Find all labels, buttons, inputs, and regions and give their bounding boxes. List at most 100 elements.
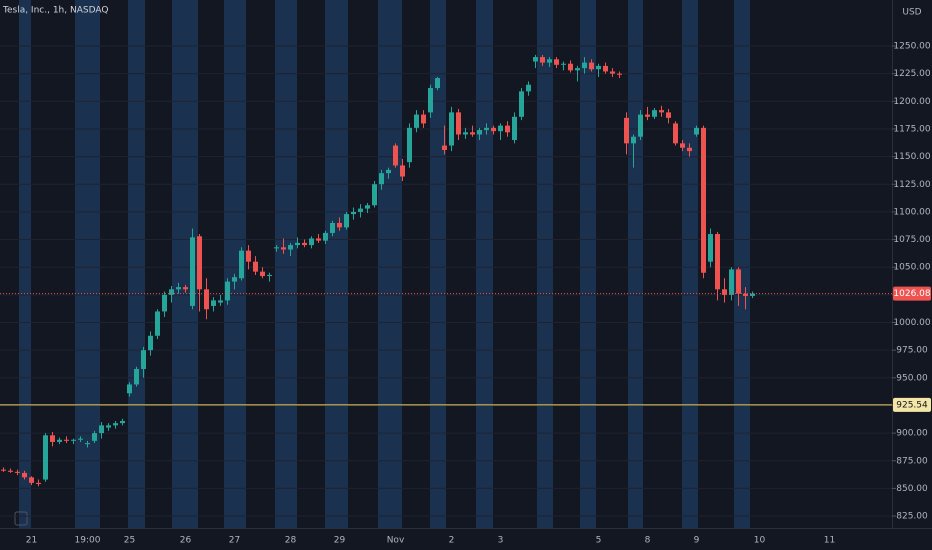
- candle-body: [260, 271, 265, 277]
- icon[interactable]: [14, 511, 28, 526]
- x-tick-label: 27: [229, 536, 240, 546]
- candle-body: [218, 300, 223, 303]
- x-tick-label: 29: [334, 536, 346, 546]
- candle-body: [351, 211, 356, 215]
- candle-body: [246, 250, 251, 262]
- session-band: [430, 0, 446, 528]
- candle-body: [421, 114, 426, 124]
- session-band: [224, 0, 246, 528]
- candle-body: [722, 289, 727, 295]
- candle-body: [750, 293, 755, 296]
- candle-body: [225, 281, 230, 301]
- y-tick-label: 1050.00: [893, 263, 930, 273]
- candle-body: [386, 169, 391, 174]
- candle-body: [344, 214, 349, 228]
- candle-body: [540, 57, 545, 63]
- chart-title: Tesla, Inc., 1h, NASDAQ: [2, 6, 108, 16]
- candle-body: [631, 136, 636, 144]
- candle-body: [274, 247, 279, 249]
- candle-body: [148, 335, 153, 351]
- x-tick-label: 25: [124, 536, 135, 546]
- candle-body: [729, 269, 734, 295]
- y-tick-label: 1075.00: [893, 235, 930, 245]
- candle-body: [743, 293, 748, 296]
- candle-body: [22, 472, 27, 478]
- price-label-box: [893, 397, 931, 412]
- candle-body: [309, 238, 314, 246]
- x-tick-label: 9: [694, 536, 700, 546]
- candle-body: [442, 145, 447, 150]
- candle-body: [92, 433, 97, 441]
- candle-body: [687, 147, 692, 152]
- session-band: [275, 0, 297, 528]
- y-tick-label: 1000.00: [893, 318, 930, 328]
- candle-body: [659, 110, 664, 113]
- y-tick-label: 850.00: [896, 484, 928, 494]
- x-tick-label: 2: [449, 536, 455, 546]
- y-tick-label: 950.00: [896, 373, 928, 383]
- candle-body: [561, 63, 566, 65]
- candle-body: [302, 242, 307, 246]
- candle-body: [134, 368, 139, 385]
- candle-body: [526, 84, 531, 92]
- candle-body: [267, 274, 272, 277]
- candle-body: [533, 57, 538, 62]
- candle-body: [197, 236, 202, 290]
- session-band: [19, 0, 31, 528]
- candle-body: [232, 277, 237, 282]
- candle-body: [568, 63, 573, 71]
- candle-body: [190, 237, 195, 306]
- session-band: [75, 0, 100, 528]
- candle-body: [505, 125, 510, 133]
- candle-body: [372, 184, 377, 206]
- x-tick-label: Nov: [387, 536, 405, 546]
- y-tick-label: 825.00: [896, 512, 928, 522]
- candle-body: [484, 127, 489, 131]
- candle-body: [575, 68, 580, 71]
- candle-body: [582, 62, 587, 69]
- candle-body: [428, 88, 433, 113]
- candle-body: [407, 127, 412, 163]
- candle-body: [323, 232, 328, 241]
- candle-body: [239, 250, 244, 279]
- candle-body: [337, 222, 342, 228]
- session-band: [378, 0, 402, 528]
- candle-body: [701, 127, 706, 273]
- candle-body: [330, 222, 335, 233]
- candle-body: [36, 482, 41, 484]
- x-tick-label: 26: [180, 536, 192, 546]
- y-tick-label: 1125.00: [893, 180, 930, 190]
- candle-body: [162, 294, 167, 312]
- candle-body: [491, 127, 496, 132]
- candle-body: [183, 287, 188, 290]
- candle-body: [106, 425, 111, 428]
- y-tick-label: 875.00: [896, 456, 928, 466]
- candle-body: [43, 435, 48, 480]
- y-tick-label: 1150.00: [893, 152, 930, 162]
- candle-body: [498, 125, 503, 132]
- last-price-box: [893, 286, 931, 301]
- candle-body: [463, 132, 468, 135]
- y-tick-label: 1175.00: [893, 124, 930, 134]
- candle-body: [379, 173, 384, 185]
- x-tick-label: 3: [498, 536, 504, 546]
- candle-body: [554, 59, 559, 65]
- candle-body: [99, 425, 104, 434]
- session-band: [476, 0, 493, 528]
- candle-body: [393, 145, 398, 166]
- candle-body: [176, 287, 181, 290]
- candle-body: [715, 234, 720, 290]
- session-band: [128, 0, 145, 528]
- candle-body: [1, 469, 6, 471]
- candle-body: [477, 130, 482, 135]
- candle-body: [204, 289, 209, 310]
- candle-body: [414, 114, 419, 128]
- last-price-label: 1026.08: [893, 289, 930, 299]
- candle-body: [253, 261, 258, 272]
- candle-body: [15, 471, 20, 473]
- candle-body: [288, 245, 293, 250]
- x-tick-label: 5: [596, 536, 602, 546]
- candle-body: [645, 114, 650, 117]
- candle-body: [295, 242, 300, 246]
